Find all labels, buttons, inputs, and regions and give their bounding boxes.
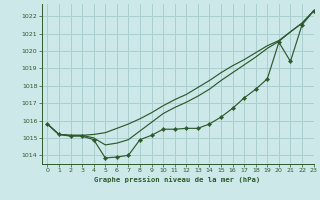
X-axis label: Graphe pression niveau de la mer (hPa): Graphe pression niveau de la mer (hPa) — [94, 176, 261, 183]
